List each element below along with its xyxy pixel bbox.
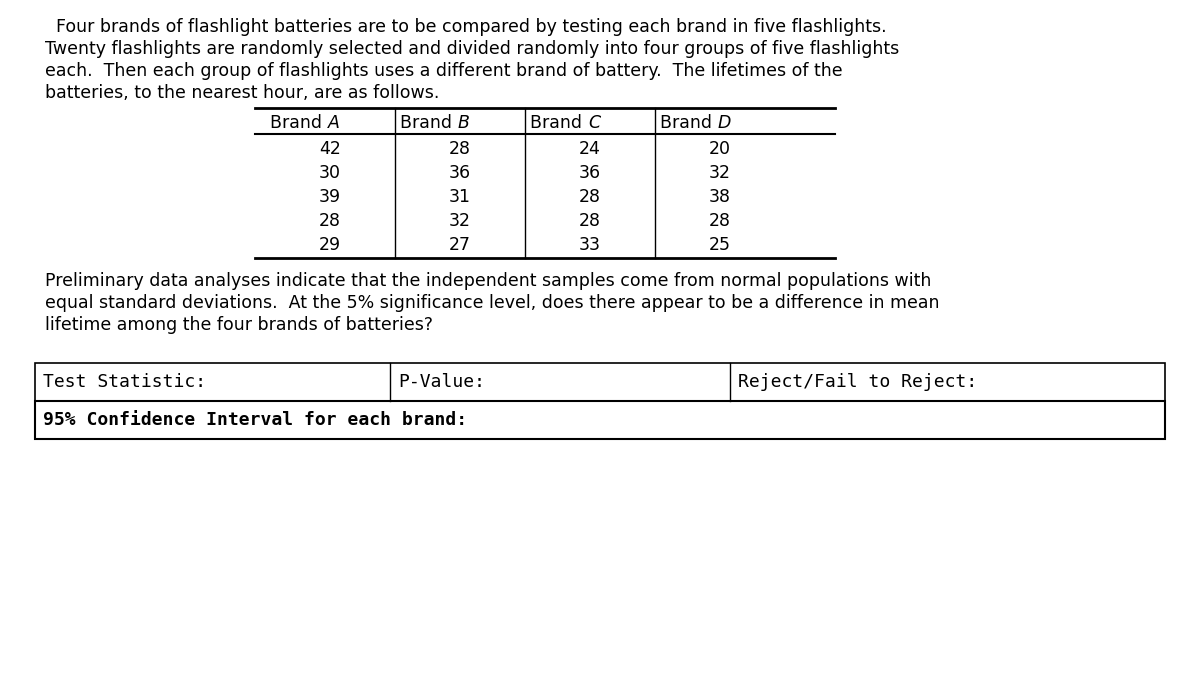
Text: Brand: Brand [660, 114, 718, 132]
Text: 31: 31 [449, 188, 470, 206]
Text: 24: 24 [580, 140, 601, 158]
Text: C: C [588, 114, 600, 132]
Text: 20: 20 [709, 140, 731, 158]
Text: Preliminary data analyses indicate that the independent samples come from normal: Preliminary data analyses indicate that … [46, 272, 931, 290]
Text: 36: 36 [578, 164, 601, 182]
Text: 25: 25 [709, 236, 731, 254]
Text: Brand: Brand [270, 114, 328, 132]
Text: D: D [718, 114, 731, 132]
Text: batteries, to the nearest hour, are as follows.: batteries, to the nearest hour, are as f… [46, 84, 439, 102]
Text: 27: 27 [449, 236, 470, 254]
Text: 42: 42 [319, 140, 341, 158]
Text: lifetime among the four brands of batteries?: lifetime among the four brands of batter… [46, 316, 433, 334]
Text: B: B [458, 114, 470, 132]
Text: P-Value:: P-Value: [398, 373, 485, 391]
Text: Brand: Brand [530, 114, 588, 132]
Text: 30: 30 [319, 164, 341, 182]
Text: 32: 32 [709, 164, 731, 182]
Text: 36: 36 [449, 164, 472, 182]
Text: 95% Confidence Interval for each brand:: 95% Confidence Interval for each brand: [43, 411, 467, 429]
Text: 39: 39 [319, 188, 341, 206]
Text: A: A [328, 114, 340, 132]
Text: Test Statistic:: Test Statistic: [43, 373, 206, 391]
Text: 28: 28 [709, 212, 731, 230]
Text: Twenty flashlights are randomly selected and divided randomly into four groups o: Twenty flashlights are randomly selected… [46, 40, 899, 58]
Text: 28: 28 [449, 140, 470, 158]
Text: Brand: Brand [401, 114, 458, 132]
Text: each.  Then each group of flashlights uses a different brand of battery.  The li: each. Then each group of flashlights use… [46, 62, 842, 80]
Bar [35, 363, 1165, 401]
Text: 38: 38 [709, 188, 731, 206]
Text: Four brands of flashlight batteries are to be compared by testing each brand in : Four brands of flashlight batteries are … [46, 18, 887, 36]
Text: 28: 28 [580, 212, 601, 230]
Text: 28: 28 [319, 212, 341, 230]
Text: 33: 33 [580, 236, 601, 254]
Text: Reject/Fail to Reject:: Reject/Fail to Reject: [738, 373, 977, 391]
Bar [35, 401, 1165, 439]
Text: equal standard deviations.  At the 5% significance level, does there appear to b: equal standard deviations. At the 5% sig… [46, 294, 940, 312]
Text: 32: 32 [449, 212, 470, 230]
Text: 28: 28 [580, 188, 601, 206]
Text: 29: 29 [319, 236, 341, 254]
